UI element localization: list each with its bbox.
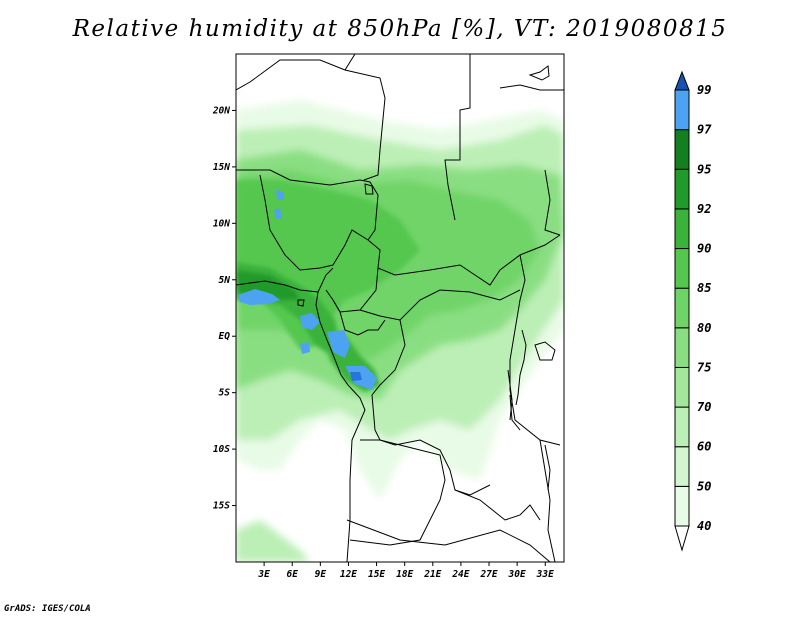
colorbar-label: 80 [697,321,711,335]
colorbar-label: 85 [697,281,711,295]
rh-contour-saturated [238,190,377,390]
lon-tick-label: 30E [508,569,526,580]
colorbar-label: 92 [697,202,711,216]
lat-tick-label: 10N [213,218,230,229]
colorbar: 40 50 60 70 75 80 85 90 92 95 97 99 [674,70,712,552]
colorbar-swatch [674,89,690,131]
colorbar-swatch [674,248,690,289]
lon-tick-label: 27E [479,569,497,580]
lon-tick-label: 6E [287,569,299,580]
latitude-ticks: 20N 15N 10N 5N EQ 5S 10S 15S [212,105,236,512]
colorbar-max-arrow [674,70,690,91]
lat-tick-label: 15N [213,162,230,173]
colorbar-swatch [674,406,690,448]
lat-tick-label: 5N [219,275,231,286]
colorbar-label: 95 [697,162,711,176]
grads-credit: GrADS: IGES/COLA [4,604,91,614]
colorbar-min-arrow [674,525,690,552]
map-title: Relative humidity at 850hPa [%], VT: 201… [72,16,728,42]
country-borders [236,54,564,562]
lat-tick-label: 10S [213,444,230,455]
lon-tick-label: 9E [315,569,327,580]
colorbar-label: 70 [697,400,711,414]
colorbar-swatch [674,168,690,210]
colorbar-label: 60 [697,440,711,454]
colorbar-label: 40 [697,519,711,533]
lat-tick-label: 5S [219,388,231,399]
colorbar-swatch [674,327,690,368]
colorbar-swatch [674,366,690,408]
colorbar-label: 90 [697,242,711,256]
humidity-field [236,54,564,562]
colorbar-label: 50 [697,479,711,493]
lat-tick-label: 15S [213,501,230,512]
lake-outlines [297,65,556,491]
longitude-ticks: 3E 6E 9E 12E 15E 18E 21E 24E 27E 30E 33E [257,562,554,580]
colorbar-swatch [674,287,690,329]
colorbar-swatch [674,485,690,527]
lon-tick-label: 18E [396,569,413,580]
colorbar-swatch [674,129,690,170]
lon-tick-label: 12E [340,569,357,580]
colorbar-swatch [674,208,690,250]
lon-tick-label: 21E [423,569,441,580]
map-frame [235,53,565,563]
colorbar-swatch [674,446,690,487]
lon-tick-label: 24E [451,569,469,580]
colorbar-label: 75 [697,360,711,374]
lat-tick-label: EQ [219,331,231,342]
lat-tick-label: 20N [212,105,230,116]
lon-tick-label: 33E [536,569,554,580]
lon-tick-label: 3E [257,569,270,580]
colorbar-label: 99 [697,83,711,97]
lon-tick-label: 15E [368,569,385,580]
colorbar-label: 97 [697,123,712,137]
